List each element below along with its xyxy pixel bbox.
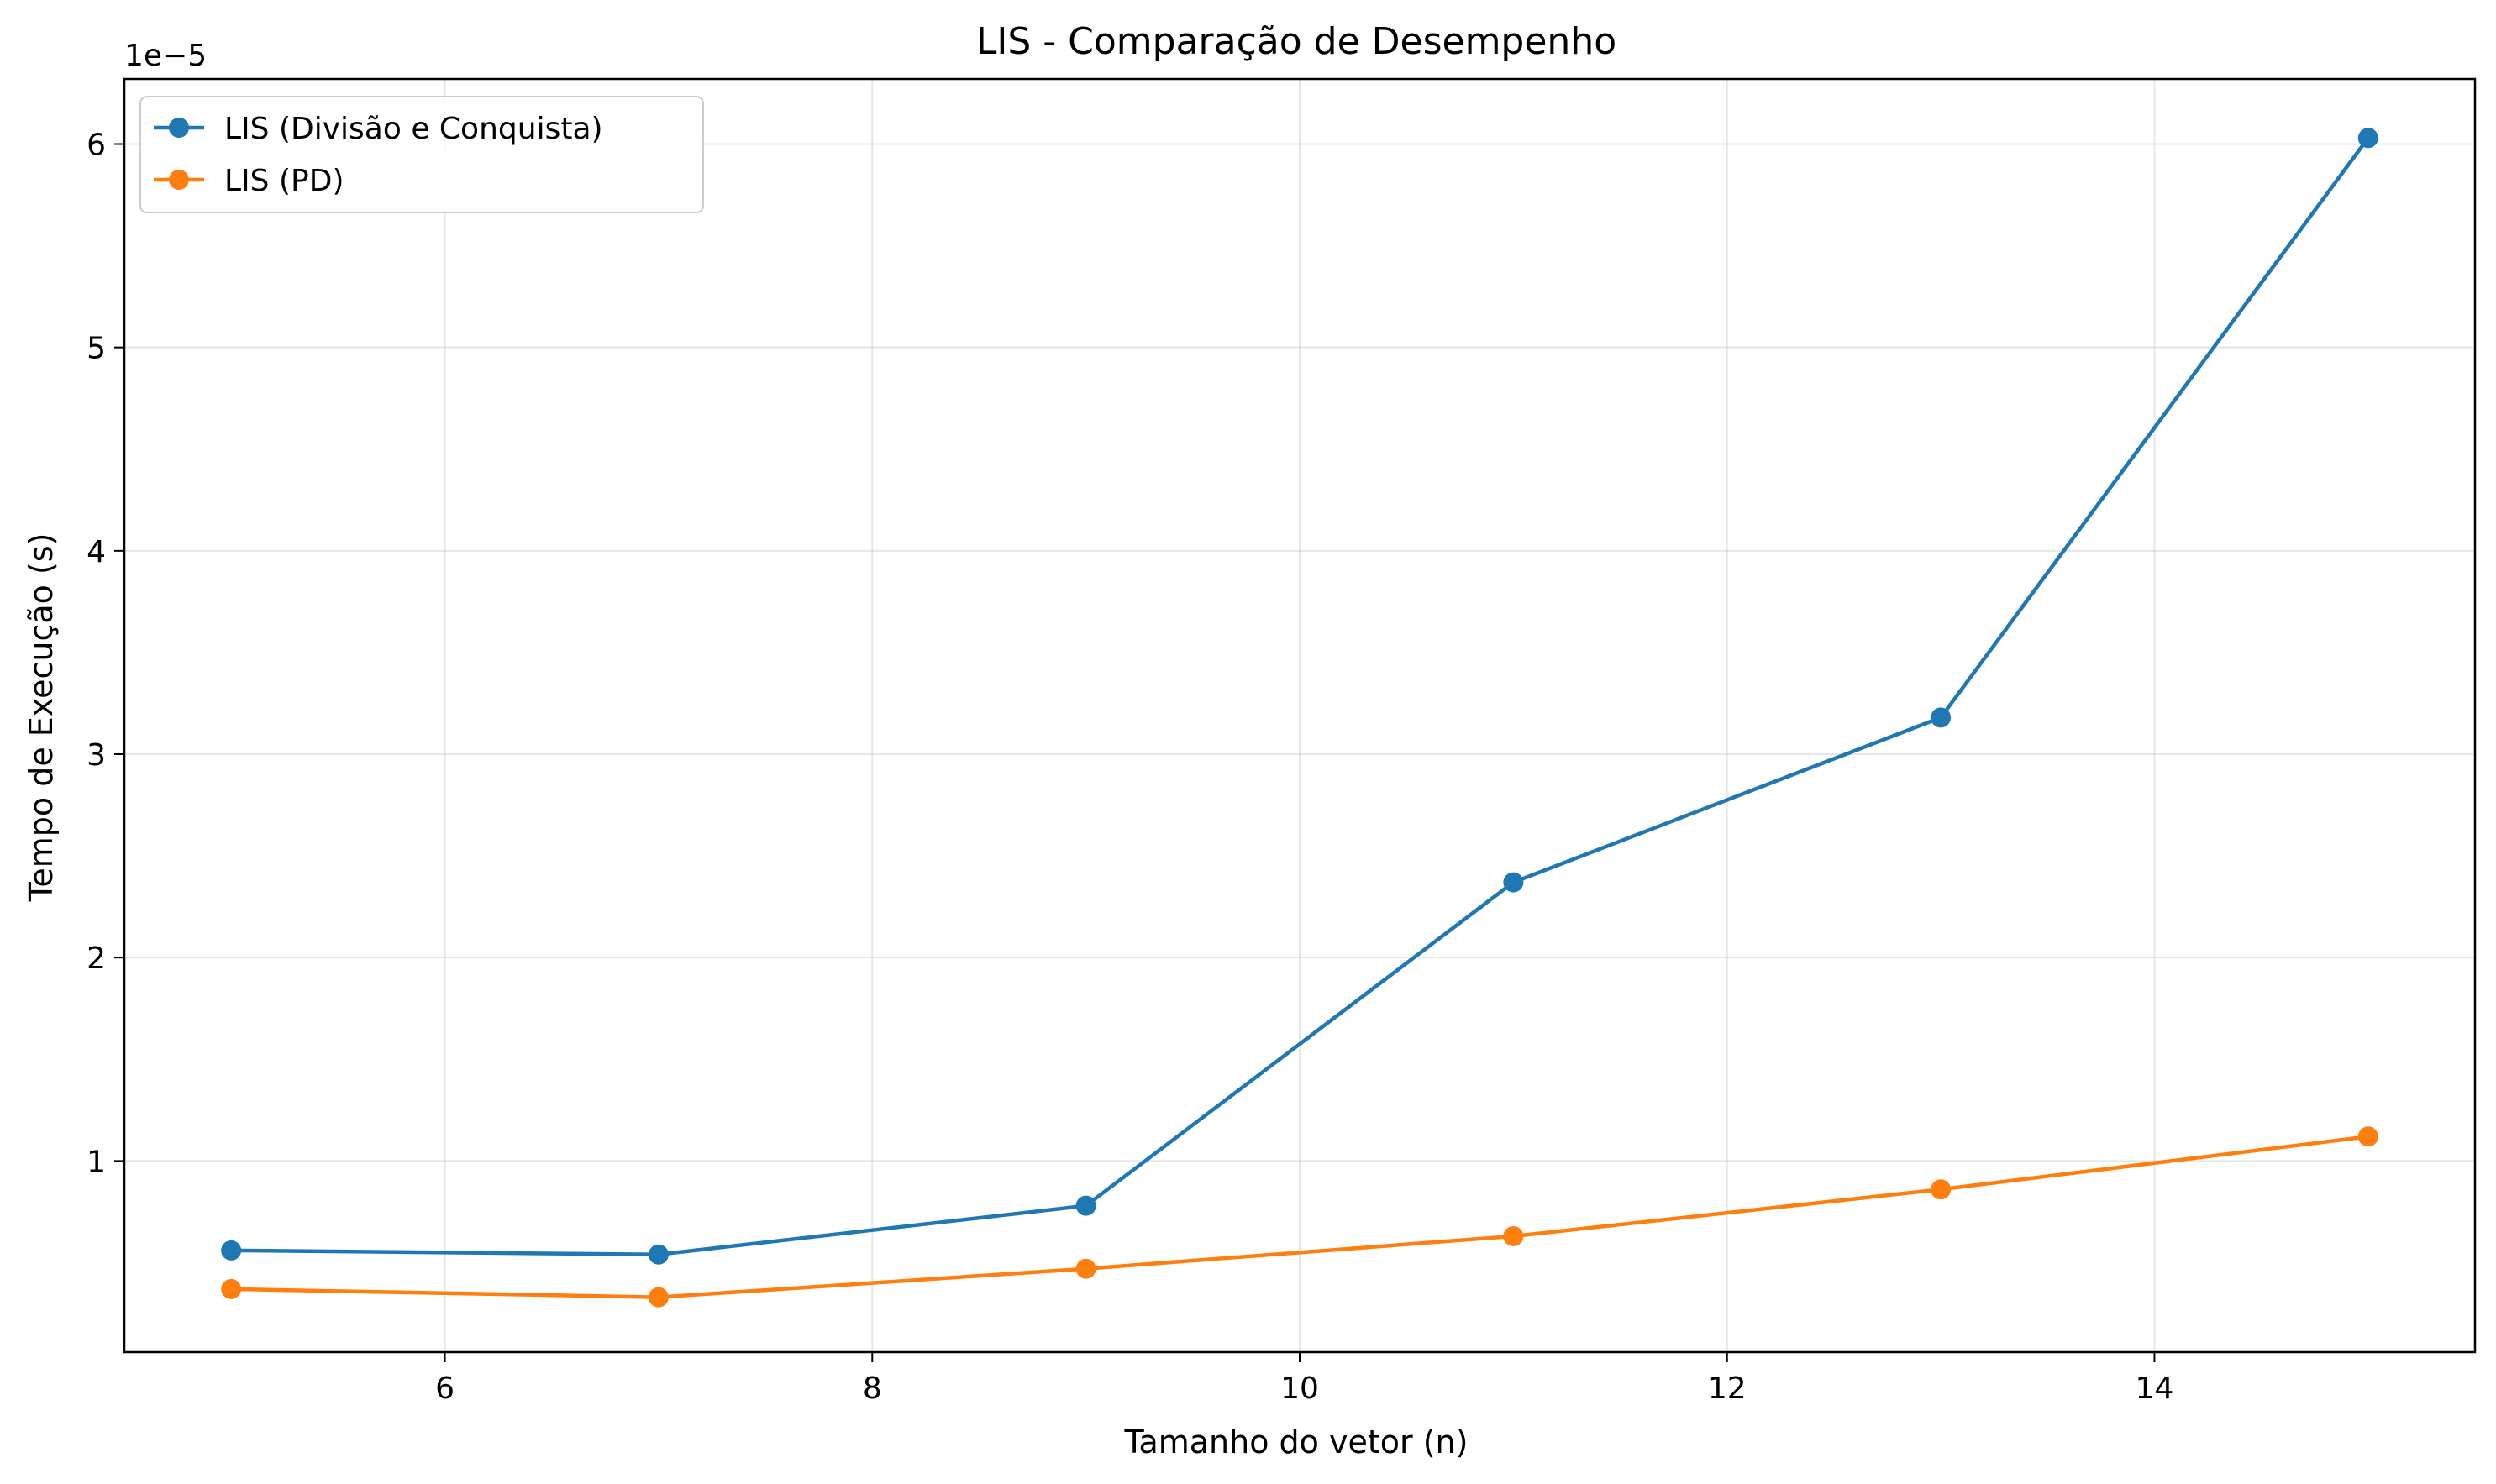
series-line xyxy=(231,1135,2369,1299)
y-tick-label: 1 xyxy=(87,1145,106,1179)
y-tick-label: 3 xyxy=(87,738,106,773)
series-1 xyxy=(221,1126,2378,1308)
data-point xyxy=(2357,1126,2378,1147)
data-point xyxy=(1503,1225,1524,1246)
series-0 xyxy=(221,128,2378,1265)
data-point xyxy=(2357,128,2378,149)
data-point xyxy=(648,1244,669,1265)
y-tick-label: 4 xyxy=(87,535,106,569)
y-tick-label: 2 xyxy=(87,941,106,976)
x-tick-label: 8 xyxy=(863,1371,882,1406)
x-tick-label: 12 xyxy=(1708,1371,1747,1406)
x-axis-label: Tamanho do vetor (n) xyxy=(1124,1424,1469,1460)
series-line xyxy=(231,136,2370,1257)
data-point xyxy=(1931,1179,1952,1200)
series-layer xyxy=(221,128,2378,1308)
data-point xyxy=(221,1240,242,1261)
x-axis: 6 8 10 12 14 xyxy=(435,1352,2173,1406)
data-point xyxy=(221,1278,242,1299)
y-tick-label: 6 xyxy=(87,128,106,162)
y-offset-label: 1e−5 xyxy=(124,39,207,73)
data-point xyxy=(1931,707,1952,728)
x-tick-label: 14 xyxy=(2136,1371,2174,1406)
y-axis: 1 2 3 4 5 6 xyxy=(87,128,124,1179)
x-tick-label: 6 xyxy=(435,1371,455,1406)
y-tick-label: 5 xyxy=(87,332,106,366)
x-tick-label: 10 xyxy=(1280,1371,1319,1406)
legend-box xyxy=(139,96,704,213)
y-axis-label: Tempo de Execução (s) xyxy=(23,533,60,903)
legend-label: LIS (Divisão e Conquista) xyxy=(224,112,603,146)
data-point xyxy=(1075,1258,1096,1279)
data-point xyxy=(1075,1195,1096,1216)
legend-marker xyxy=(169,170,189,190)
data-point xyxy=(1503,872,1524,893)
legend-label: LIS (PD) xyxy=(224,164,344,198)
chart-title: LIS - Comparação de Desempenho xyxy=(976,20,1616,63)
legend-item: LIS (Divisão e Conquista) xyxy=(154,112,603,146)
legend: LIS (Divisão e Conquista) LIS (PD) xyxy=(139,96,704,213)
legend-item: LIS (PD) xyxy=(154,164,344,198)
data-point xyxy=(648,1287,669,1308)
legend-marker xyxy=(169,118,189,138)
